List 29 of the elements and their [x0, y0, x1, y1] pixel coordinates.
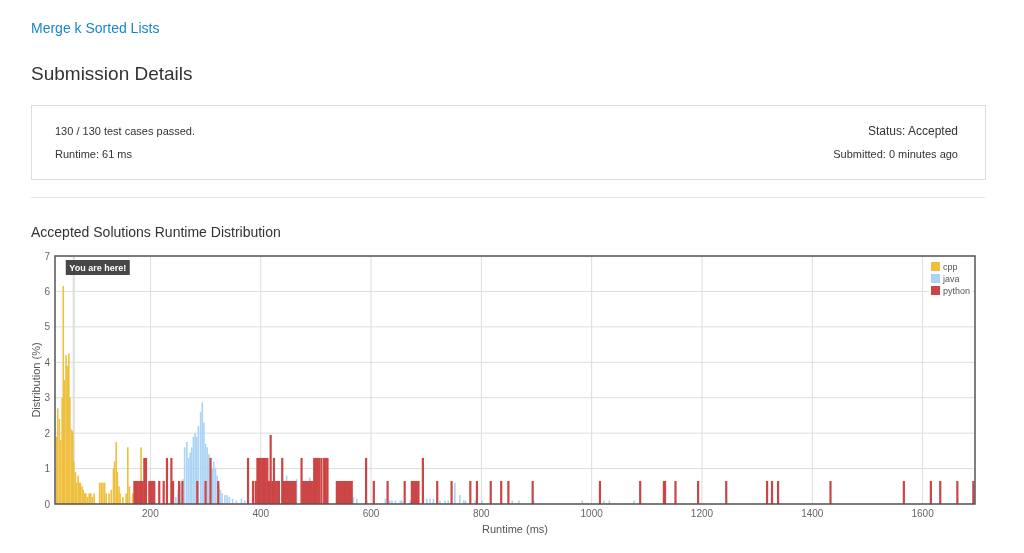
legend-label: python: [943, 286, 971, 296]
y-tick-label: 2: [44, 427, 51, 439]
y-tick-label: 5: [44, 321, 51, 333]
y-tick-label: 1: [44, 463, 51, 475]
x-tick-label: 1200: [690, 508, 714, 519]
x-tick-label: 1400: [801, 508, 824, 519]
x-axis-title: Runtime (ms): [481, 523, 549, 535]
text: Merge k Sorted Lists: [31, 20, 160, 36]
ref-line-label: You are here!: [69, 262, 127, 273]
text: Submission Details: [31, 63, 193, 84]
y-axis-title: Distribution (%): [30, 342, 42, 418]
x-tick-label: 1600: [911, 508, 935, 519]
chart-title: Accepted Solutions Runtime Distribution: [31, 224, 281, 240]
legend-label: cpp: [943, 262, 958, 272]
text: Status: Accepted: [867, 124, 958, 138]
x-tick-label: 600: [362, 508, 380, 519]
x-tick-label: 400: [252, 508, 270, 519]
y-tick-label: 7: [44, 250, 51, 262]
x-tick-label: 1000: [580, 508, 604, 519]
x-tick-label: 200: [142, 508, 160, 519]
y-tick-label: 0: [44, 498, 51, 510]
text: Submitted: 0 minutes ago: [833, 148, 958, 160]
y-tick-label: 3: [44, 392, 51, 404]
x-tick-label: 800: [473, 508, 491, 519]
text: 130 / 130 test cases passed.: [55, 125, 196, 137]
y-tick-label: 4: [44, 356, 51, 368]
text: Runtime: 61 ms: [55, 148, 133, 160]
legend-label: java: [942, 274, 960, 284]
y-tick-label: 6: [44, 285, 51, 297]
